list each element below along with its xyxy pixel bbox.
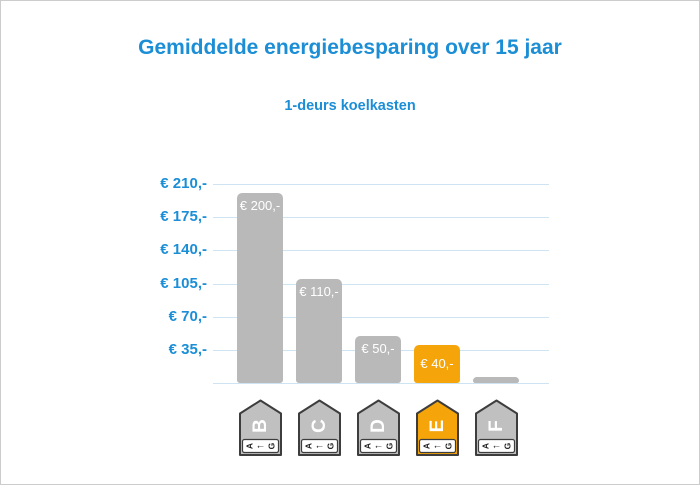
- energy-scale-strip: [359, 438, 397, 454]
- arrow-left-icon: ←: [314, 441, 324, 452]
- y-tick-label: € 140,-: [160, 241, 207, 259]
- gridline: [213, 316, 549, 318]
- arrow-left-icon: ←: [255, 441, 265, 452]
- gridline: [213, 217, 549, 219]
- energy-class-letter: F: [486, 420, 507, 432]
- y-tick-label: € 35,-: [168, 340, 207, 358]
- bar-value-label: € 110,-: [299, 283, 339, 299]
- chart-subtitle: 1-deurs koelkasten: [284, 98, 416, 114]
- energy-tag-icon: D A ← G: [356, 399, 400, 456]
- arrow-left-icon: ←: [373, 441, 383, 452]
- page-title: Gemiddelde energiebesparing over 15 jaar: [138, 36, 562, 59]
- gridline: [213, 383, 549, 384]
- energy-tag-icon: C A ← G: [297, 399, 341, 456]
- y-tick-label: € 70,-: [168, 307, 207, 325]
- scale-from-letter: A: [480, 443, 490, 449]
- energy-scale-strip: [300, 438, 338, 454]
- energy-class-letter: D: [368, 419, 389, 433]
- energy-scale-strip: [241, 438, 279, 454]
- scale-from-letter: A: [421, 443, 431, 449]
- y-tick-label: € 175,-: [160, 208, 207, 226]
- energy-label-E: E A ← G: [415, 399, 460, 457]
- energy-class-letter: C: [309, 419, 330, 433]
- bar-value-label: € 50,-: [361, 340, 395, 356]
- scale-to-letter: G: [502, 442, 512, 449]
- scale-to-letter: G: [266, 442, 276, 449]
- gridline: [213, 283, 549, 285]
- bar-E: € 40,-: [414, 345, 460, 383]
- scale-from-letter: A: [303, 443, 313, 449]
- bar-F: [473, 377, 519, 383]
- bar-value-label: € 200,-: [239, 198, 281, 214]
- arrow-left-icon: ←: [432, 441, 442, 452]
- scale-from-letter: A: [362, 443, 372, 449]
- energy-scale-strip: [477, 438, 515, 454]
- energy-label-D: D A ← G: [356, 399, 401, 457]
- scale-to-letter: G: [325, 442, 335, 449]
- energy-label-C: C A ← G: [297, 399, 342, 457]
- energy-label-B: B A ← G: [238, 399, 283, 457]
- bar-B: € 200,-: [237, 193, 283, 383]
- scale-from-letter: A: [244, 443, 254, 449]
- bar-D: € 50,-: [355, 335, 401, 383]
- energy-label-F: F A ← G: [474, 399, 519, 457]
- scale-to-letter: G: [443, 442, 453, 449]
- scale-to-letter: G: [384, 442, 394, 449]
- gridline: [213, 184, 549, 185]
- bar-C: € 110,-: [296, 278, 342, 383]
- gridline: [213, 250, 549, 252]
- arrow-left-icon: ←: [491, 441, 501, 452]
- energy-scale-strip: [418, 438, 456, 454]
- bar-value-label: € 40,-: [420, 356, 454, 372]
- energy-class-letter: B: [250, 419, 271, 433]
- energy-tag-icon: E A ← G: [415, 399, 459, 456]
- y-tick-label: € 105,-: [160, 274, 207, 292]
- y-tick-label: € 210,-: [160, 175, 207, 192]
- energy-tag-icon: B A ← G: [238, 399, 282, 456]
- energy-class-letter: E: [427, 420, 448, 433]
- energy-tag-icon: F A ← G: [474, 399, 518, 456]
